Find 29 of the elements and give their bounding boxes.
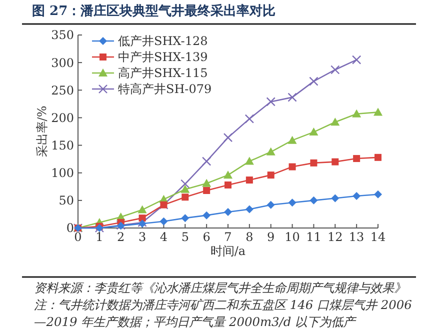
legend-label: 低产井SHX-128	[118, 34, 208, 48]
x-tick-label: 11	[306, 230, 322, 244]
y-tick-label: 150	[51, 138, 74, 152]
chart-title: 图 27：潘庄区块典型气井最终采出率对比	[32, 3, 276, 19]
y-axis-title: 采出率/%	[35, 106, 49, 158]
x-tick-label: 14	[370, 230, 386, 244]
y-tick-label: 250	[51, 83, 74, 98]
x-tick-label: 2	[117, 230, 125, 244]
x-axis-title: 时间/a	[210, 244, 246, 258]
y-tick-label: 350	[51, 28, 74, 42]
legend-label: 中产井SHX-139	[118, 50, 208, 64]
y-tick-label: 200	[51, 110, 74, 125]
y-tick-label: 50	[58, 194, 74, 208]
x-tick-label: 7	[224, 230, 232, 244]
y-tick-label: 100	[51, 166, 74, 180]
x-tick-label: 4	[160, 230, 168, 244]
x-tick-label: 13	[348, 230, 364, 244]
x-tick-label: 10	[284, 230, 300, 244]
x-tick-label: 5	[181, 230, 189, 244]
x-tick-label: 3	[138, 230, 146, 244]
x-tick-label: 9	[267, 230, 275, 244]
legend-label: 特高产井SH-079	[118, 82, 212, 96]
x-tick-label: 8	[246, 230, 254, 244]
legend-label: 高产井SHX-115	[118, 66, 208, 80]
x-tick-label: 6	[202, 230, 210, 244]
x-tick-label: 1	[96, 230, 104, 244]
x-tick-label: 12	[328, 230, 343, 244]
y-tick-label: 300	[51, 56, 74, 70]
text: 资料来源：李贵红等《沁水潘庄煤层气井全生命周期产气规律与效果》注：气井统计数据为潘庄寺河矿西二和东五盘区 146 口煤层气井 2006—2019 年生产数据；平均日产气量 2000m3/d 以下为低产	[34, 281, 412, 329]
